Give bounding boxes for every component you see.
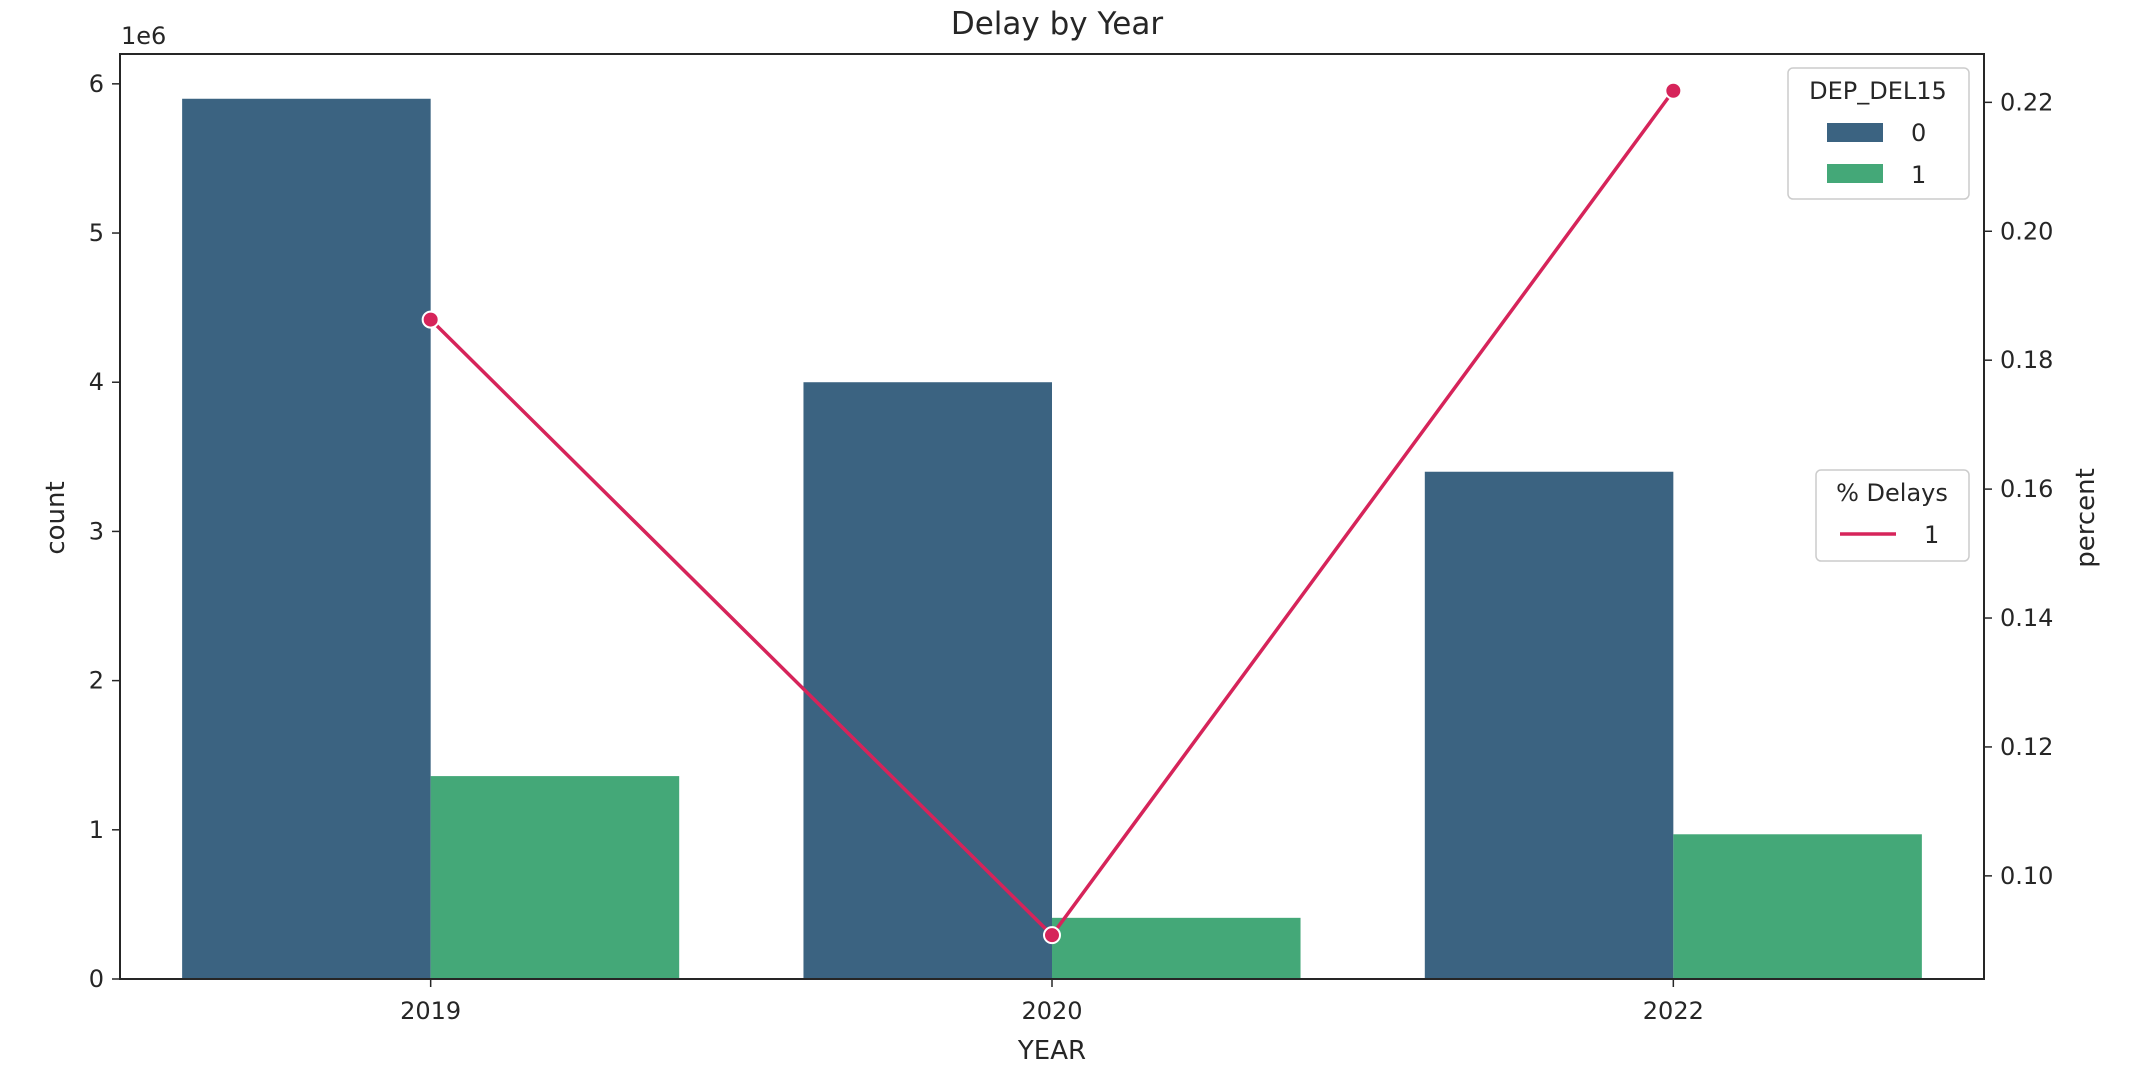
legend-line-label: 1 — [1924, 521, 1939, 549]
bar-series-0-2022 — [1424, 471, 1674, 979]
x-tick-label: 2019 — [400, 997, 461, 1025]
legend-label-series-1: 1 — [1911, 161, 1926, 189]
line-legend-frame — [1815, 469, 1970, 562]
left-y-tick-label: 2 — [89, 667, 104, 695]
x-tick-label: 2022 — [1643, 997, 1704, 1025]
right-y-tick-label: 0.10 — [2000, 862, 2053, 890]
x-tick-label: 2020 — [1021, 997, 1082, 1025]
percent-line-layer — [421, 81, 1683, 945]
y-axis-label: count — [41, 481, 71, 554]
left-y-axis: 0 1 2 3 4 5 6 — [89, 70, 120, 993]
left-y-tick-label: 0 — [89, 965, 104, 993]
legend-swatch-series-1 — [1827, 164, 1883, 183]
bar-series-0-2020 — [803, 382, 1052, 979]
right-y-axis: 0.10 0.12 0.14 0.16 0.18 0.20 0.22 — [1984, 88, 2053, 890]
y-axis-offset-label: 1e6 — [121, 22, 166, 50]
line-legend: % Delays 1 — [1815, 469, 1970, 562]
bar-legend-title: DEP_DEL15 — [1809, 77, 1947, 105]
bar-series-1-2020 — [1052, 917, 1301, 979]
right-y-tick-label: 0.22 — [2000, 88, 2053, 116]
left-y-tick-label: 4 — [89, 368, 104, 396]
right-y-tick-label: 0.18 — [2000, 346, 2053, 374]
right-y-tick-label: 0.20 — [2000, 217, 2053, 245]
percent-delay-point-2022 — [1664, 81, 1683, 100]
legend-label-series-0: 0 — [1911, 119, 1926, 147]
secondary-y-axis-label: percent — [2071, 468, 2101, 568]
left-y-tick-label: 5 — [89, 219, 104, 247]
right-y-tick-label: 0.16 — [2000, 475, 2053, 503]
left-y-tick-label: 6 — [89, 70, 104, 98]
right-y-tick-label: 0.12 — [2000, 733, 2053, 761]
bar-legend: DEP_DEL15 0 1 — [1787, 67, 1970, 200]
legend-swatch-series-0 — [1827, 123, 1883, 142]
bar-series-1-2022 — [1673, 834, 1922, 979]
right-y-tick-label: 0.14 — [2000, 604, 2053, 632]
x-axis-label: YEAR — [1017, 1036, 1086, 1066]
percent-delay-point-2020 — [1043, 926, 1061, 945]
x-axis: 2019 2020 2022 — [400, 979, 1704, 1025]
bar-series-0-2019 — [182, 98, 431, 980]
bars-layer — [182, 98, 1922, 980]
bar-series-1-2019 — [430, 776, 680, 979]
chart-title: Delay by Year — [951, 6, 1164, 42]
left-y-tick-label: 1 — [89, 816, 104, 844]
percent-delay-point-2019 — [421, 310, 440, 329]
left-y-tick-label: 3 — [89, 517, 104, 545]
line-legend-title: % Delays — [1836, 479, 1948, 507]
